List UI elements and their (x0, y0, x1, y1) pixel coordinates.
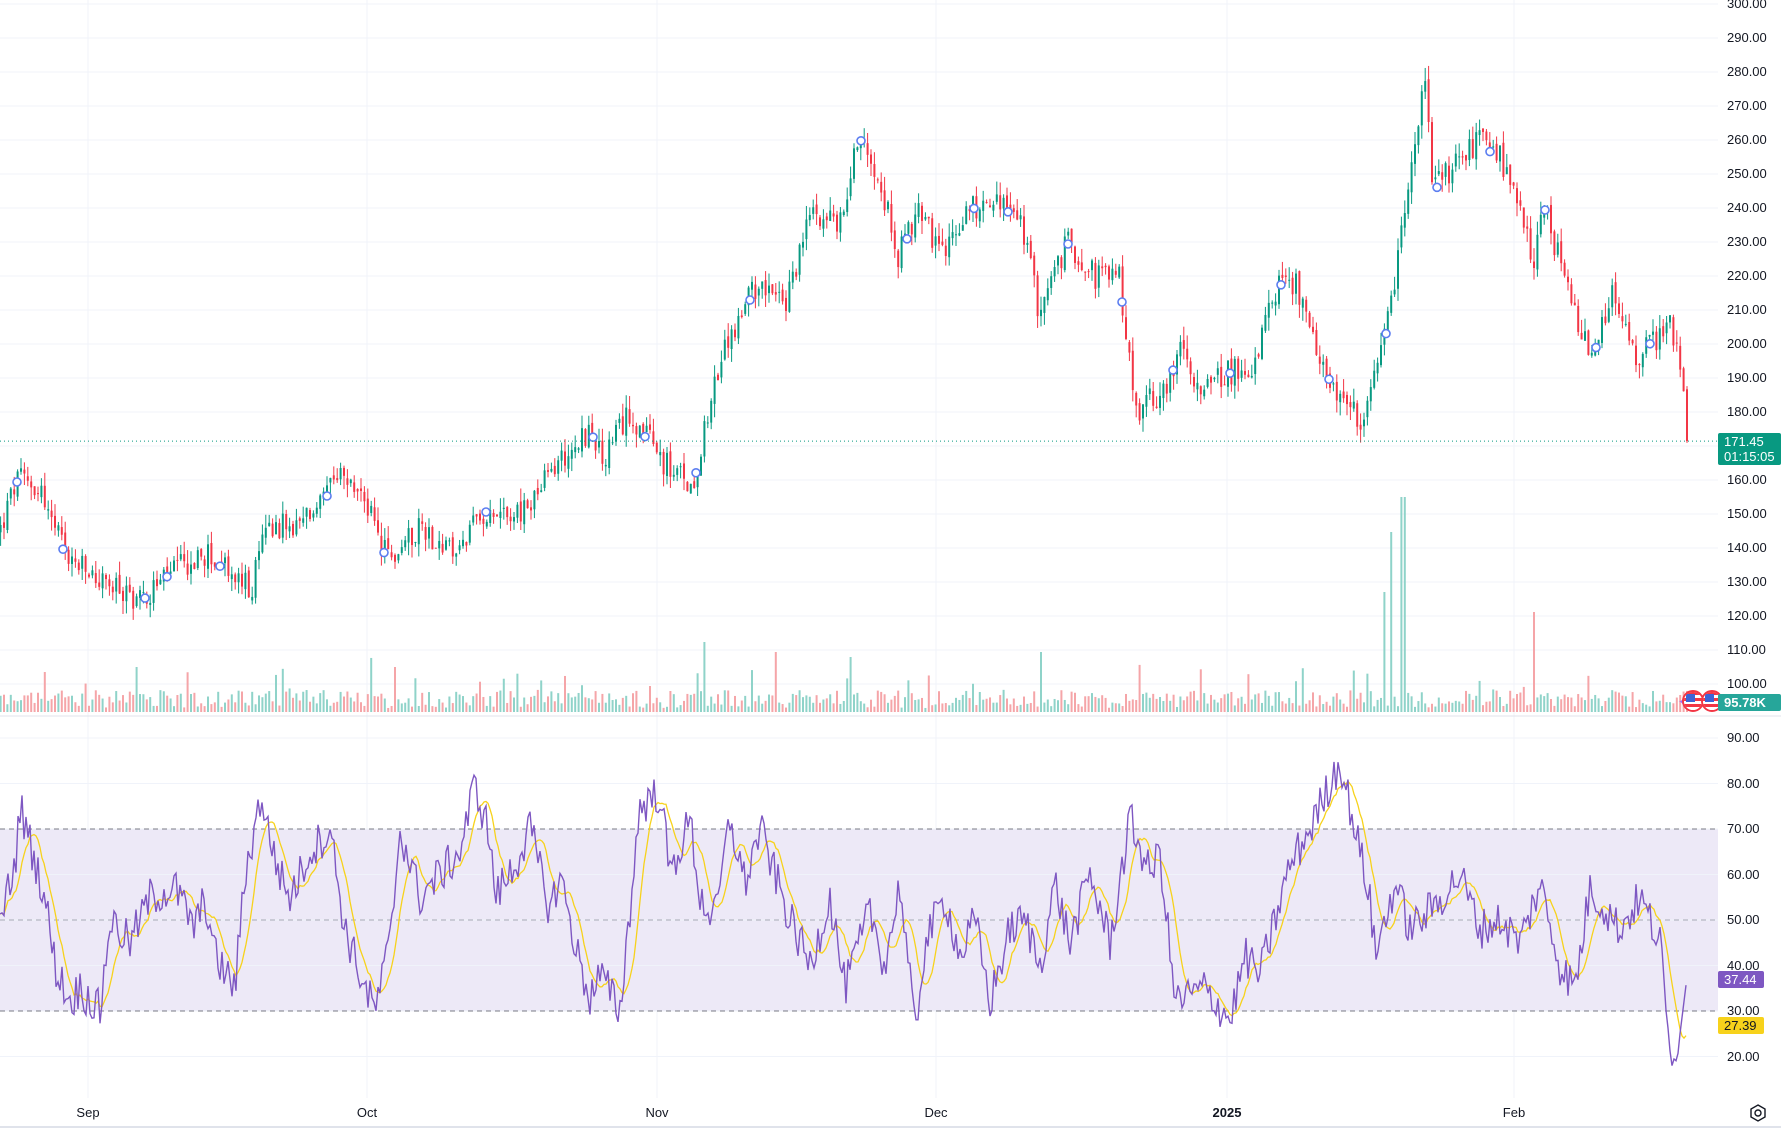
us-flag-event-icon[interactable] (1682, 690, 1704, 712)
event-marker-icon (1003, 207, 1013, 217)
event-marker-icon (1645, 338, 1655, 349)
event-marker-icon (58, 544, 68, 555)
event-marker-icon (322, 491, 332, 501)
rsi-value-tag: 37.44 (1718, 971, 1764, 988)
rsi-axis-label: 30.00 (1727, 1003, 1760, 1018)
event-marker-icon (1381, 328, 1391, 339)
rsi-axis-label: 60.00 (1727, 866, 1760, 882)
event-marker-icon (1117, 297, 1127, 307)
event-marker-icon (1225, 368, 1235, 379)
time-axis-label: Dec (924, 1105, 948, 1120)
rsi-axis-label: 50.00 (1727, 912, 1760, 927)
volume-value-tag: 95.78K (1718, 694, 1781, 711)
rsi-ma-value-tag: 27.39 (1718, 1017, 1764, 1034)
price-axis-label: 110.00 (1727, 642, 1766, 657)
bar-countdown: 01:15:05 (1724, 449, 1775, 464)
rsi-axis-label: 40.00 (1727, 957, 1760, 973)
last-price-value: 171.45 (1724, 434, 1764, 449)
price-axis-label: 180.00 (1727, 404, 1767, 419)
event-marker-icon (588, 432, 598, 442)
price-axis-label: 300.00 (1727, 0, 1767, 11)
price-axis-label: 150.00 (1727, 506, 1767, 521)
event-marker-icon (481, 507, 491, 517)
price-axis-label: 280.00 (1727, 64, 1767, 79)
rsi-ma-line (0, 780, 1687, 1040)
event-marker-icon (1168, 365, 1178, 375)
price-axis-label: 220.00 (1727, 268, 1767, 283)
event-marker-icon (140, 593, 150, 603)
price-axis-label: 240.00 (1727, 200, 1767, 215)
gear-icon[interactable] (1748, 1103, 1768, 1123)
rsi-axis-label: 80.00 (1727, 775, 1760, 791)
event-marker-icon (1432, 182, 1442, 193)
rsi-axis-label: 90.00 (1727, 730, 1760, 745)
price-axis-label: 140.00 (1727, 540, 1767, 555)
event-marker-icon (1324, 374, 1334, 385)
event-marker-icon (215, 561, 225, 571)
candles (0, 65, 1688, 620)
time-axis-label: 2025 (1212, 1105, 1242, 1120)
rsi-axis-label: 70.00 (1727, 821, 1760, 836)
time-axis-label: Feb (1502, 1105, 1526, 1120)
price-axis-label: 120.00 (1727, 608, 1767, 623)
price-axis-label: 200.00 (1727, 336, 1767, 351)
price-axis-label: 230.00 (1727, 234, 1767, 249)
event-marker-icon (1485, 146, 1495, 157)
price-axis-label: 190.00 (1727, 370, 1767, 385)
event-marker-icon (902, 234, 912, 244)
price-axis-label: 160.00 (1727, 472, 1767, 487)
price-axis-label: 260.00 (1727, 132, 1767, 147)
event-marker-icon (1276, 279, 1286, 290)
event-marker-icon (969, 203, 979, 214)
price-axis-label: 210.00 (1727, 302, 1767, 317)
price-axis-label: 270.00 (1727, 98, 1767, 113)
rsi-line (0, 761, 1687, 1066)
event-marker-icon (1063, 239, 1073, 249)
rsi-axis-label: 20.00 (1727, 1048, 1760, 1064)
event-marker-icon (162, 571, 172, 582)
event-marker-icon (379, 547, 389, 558)
event-marker-icon (12, 477, 22, 487)
event-marker-icon (691, 467, 701, 478)
price-axis-label: 290.00 (1727, 30, 1767, 45)
price-axis-label: 130.00 (1727, 574, 1767, 589)
last-price-tag: 171.45 01:15:05 (1718, 433, 1781, 465)
event-marker-icon (745, 295, 755, 305)
time-axis-label: Nov (645, 1105, 669, 1120)
price-axis-label: 100.00 (1727, 676, 1767, 691)
event-marker-icon (1540, 205, 1550, 215)
time-axis-label: Oct (356, 1105, 378, 1120)
time-axis-label: Sep (76, 1105, 100, 1120)
event-marker-icon (856, 135, 866, 146)
event-marker-icon (1591, 342, 1601, 353)
volume-bars (0, 497, 1688, 712)
price-axis-label: 250.00 (1727, 166, 1767, 181)
event-marker-icon (640, 431, 650, 442)
